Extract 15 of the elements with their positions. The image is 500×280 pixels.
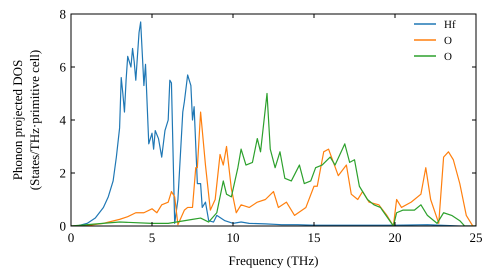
legend-label: O (444, 35, 452, 47)
y-axis-title: Phonon projected DOS (States/THz·primitive cell) (10, 50, 42, 190)
x-tick-label: 25 (470, 230, 482, 245)
y-tick-label: 6 (60, 60, 66, 74)
legend-label: O (444, 51, 452, 63)
x-tick-label: 20 (388, 230, 402, 245)
y-tick-label: 4 (60, 112, 66, 128)
y-tick-label: 0 (60, 218, 66, 234)
y-tick-label: 2 (60, 166, 66, 180)
x-axis-title: Frequency (THz) (228, 253, 318, 268)
legend-label: Hf (444, 19, 456, 31)
y-tick-label: 8 (60, 6, 66, 22)
x-tick-label: 5 (148, 230, 156, 245)
x-tick-label: 10 (226, 230, 240, 245)
x-tick-label: 15 (308, 230, 320, 245)
